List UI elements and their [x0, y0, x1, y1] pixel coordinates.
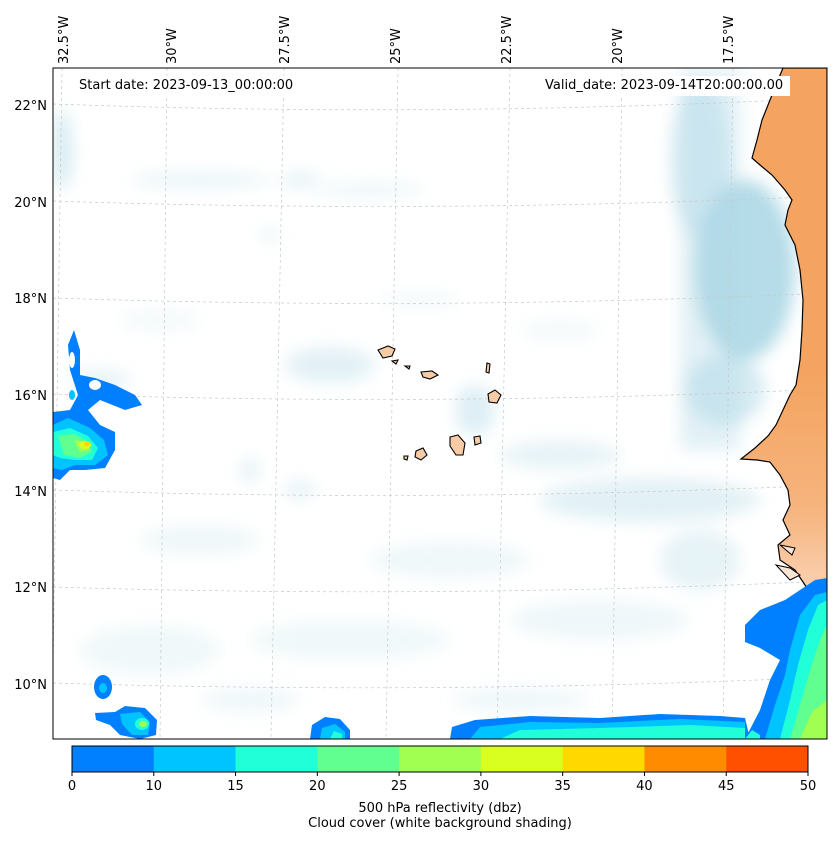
map-area	[53, 68, 827, 739]
colorbar-tick-label: 10	[146, 779, 163, 794]
colorbar-cell	[562, 746, 645, 772]
lat-label: 22°N	[14, 99, 47, 114]
colorbar-frame	[71, 745, 809, 773]
colorbar-tick-label: 40	[636, 779, 653, 794]
lon-label: 20°W	[611, 28, 626, 64]
lon-label: 32.5°W	[57, 16, 72, 64]
africa-coastline	[739, 68, 827, 622]
cape-verde-islands	[377, 345, 502, 461]
lon-label: 22.5°W	[500, 16, 515, 64]
gridlines	[53, 68, 827, 739]
colorbar-tick-label: 0	[68, 779, 76, 794]
colorbar-cell	[72, 746, 155, 772]
lat-label: 20°N	[14, 196, 47, 211]
valid-date-label: Valid_date: 2023-09-14T20:00:00.00	[538, 76, 791, 96]
colorbar-cell	[153, 746, 237, 772]
colorbar-tick-label: 25	[391, 779, 408, 794]
colorbar-cell	[480, 746, 564, 772]
colorbar-tick-label: 30	[473, 779, 490, 794]
coast-islands	[774, 544, 801, 581]
start-date-label: Start date: 2023-09-13_00:00:00	[72, 76, 301, 96]
longitude-labels: 32.5°W 30°W 27.5°W 25°W 22.5°W 20°W 17.5…	[57, 16, 737, 64]
colorbar-cells	[72, 746, 809, 772]
lat-label: 14°N	[14, 485, 47, 500]
colorbar-cell	[399, 746, 482, 772]
colorbar-ticks: 0 10 15 20 25 30 35 40 45 50	[68, 772, 816, 794]
lat-label: 18°N	[14, 292, 47, 307]
lon-label: 27.5°W	[278, 16, 293, 64]
lat-label: 12°N	[14, 581, 47, 596]
lat-label: 10°N	[14, 678, 47, 693]
colorbar-tick-label: 35	[554, 779, 571, 794]
colorbar-tick-label: 50	[800, 779, 817, 794]
reflectivity-field	[53, 330, 827, 739]
colorbar-label: 500 hPa reflectivity (dbz)	[358, 801, 522, 816]
colorbar-cell	[644, 746, 727, 772]
map-frame	[52, 67, 828, 740]
colorbar-cell	[317, 746, 400, 772]
lon-label: 30°W	[165, 28, 180, 64]
colorbar-cell	[726, 746, 809, 772]
colorbar-tick-label: 45	[718, 779, 735, 794]
colorbar-tick-label: 15	[227, 779, 244, 794]
lat-label: 16°N	[14, 389, 47, 404]
colorbar-caption: 500 hPa reflectivity (dbz) Cloud cover (…	[0, 801, 837, 831]
colorbar-cell	[235, 746, 318, 772]
latitude-labels: 22°N 20°N 18°N 16°N 14°N 12°N 10°N	[14, 99, 47, 693]
lon-label: 17.5°W	[722, 16, 737, 64]
colorbar-sublabel: Cloud cover (white background shading)	[308, 816, 572, 831]
colorbar-tick-label: 20	[309, 779, 326, 794]
colorbar: 0 10 15 20 25 30 35 40 45 50	[68, 745, 816, 794]
lon-label: 25°W	[389, 28, 404, 64]
